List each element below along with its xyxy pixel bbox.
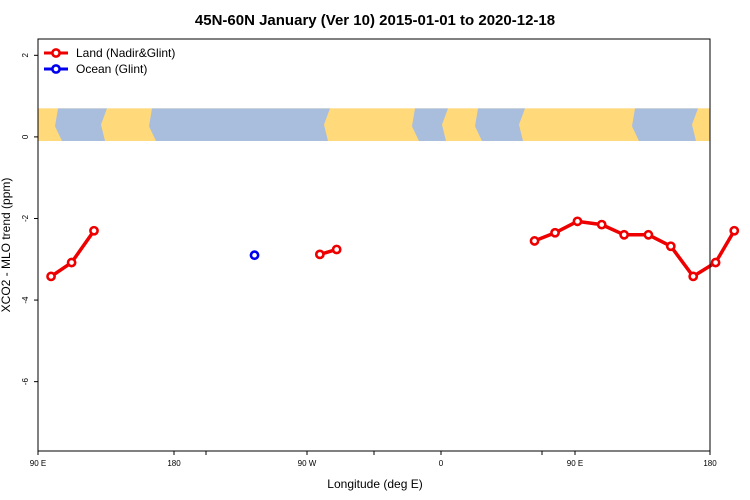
data-point <box>89 225 99 236</box>
chart-title: 45N-60N January (Ver 10) 2015-01-01 to 2… <box>195 12 555 29</box>
data-point <box>529 236 540 246</box>
x-tick-label: 90 E <box>30 459 46 468</box>
series-layer <box>46 216 740 282</box>
data-point <box>643 229 654 240</box>
data-point <box>249 250 260 261</box>
y-tick-label: 2 <box>21 53 30 58</box>
data-point <box>331 244 342 255</box>
map-ocean-area <box>55 108 107 141</box>
world-map-band <box>38 108 710 141</box>
data-point <box>729 225 740 236</box>
x-tick-label: 180 <box>703 459 717 468</box>
data-point <box>46 271 56 282</box>
y-tick-label: 0 <box>21 134 30 139</box>
legend-swatch-marker <box>51 64 61 74</box>
x-tick-label: 90 W <box>298 459 317 468</box>
x-axis-label: Longitude (deg E) <box>327 477 422 491</box>
x-tick-label: 0 <box>439 459 444 468</box>
plot-frame <box>37 38 711 452</box>
legend-entry-label: Land (Nadir&Glint) <box>76 46 175 60</box>
x-tick-label: 90 E <box>567 459 583 468</box>
legend-entry-label: Ocean (Glint) <box>76 62 147 76</box>
map-ocean-area <box>412 108 448 141</box>
x-tick-label: 180 <box>167 459 181 468</box>
legend: Land (Nadir&Glint) Ocean (Glint) <box>44 46 175 76</box>
data-point <box>710 257 721 268</box>
data-point <box>572 216 583 227</box>
series-line <box>50 229 96 278</box>
data-point <box>550 227 560 238</box>
data-point <box>688 271 699 282</box>
series-line <box>533 219 736 279</box>
data-point <box>665 241 676 252</box>
y-tick-label: -6 <box>21 378 30 386</box>
y-tick-label: -2 <box>21 214 30 222</box>
map-ocean-area <box>475 108 525 141</box>
data-point <box>619 229 630 240</box>
data-point <box>66 257 77 268</box>
map-ocean-area <box>149 108 330 141</box>
y-axis-label: XCO2 - MLO trend (ppm) <box>0 178 13 313</box>
map-ocean-area <box>632 108 698 141</box>
y-tick-label: -4 <box>21 296 30 304</box>
map-land-area <box>38 108 710 141</box>
legend-swatch-marker <box>51 48 61 58</box>
axis-ticks: 90 E 180 90 W 0 90 E 180 2 0 -2 -4 -6 <box>21 53 717 468</box>
data-point <box>596 219 607 230</box>
data-point <box>314 249 325 260</box>
